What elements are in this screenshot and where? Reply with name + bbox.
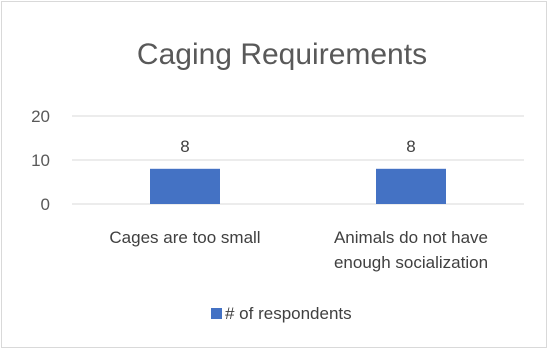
bar bbox=[376, 168, 446, 204]
legend: # of respondents bbox=[211, 304, 352, 323]
bar bbox=[150, 168, 220, 204]
x-category-label: Animals do not have bbox=[334, 228, 488, 247]
chart-title: Caging Requirements bbox=[137, 38, 427, 71]
y-tick-label: 0 bbox=[41, 195, 50, 214]
x-axis-categories: Cages are too small Animals do not have en… bbox=[109, 228, 488, 272]
x-category-label: Cages are too small bbox=[109, 228, 260, 247]
legend-swatch bbox=[211, 308, 222, 319]
x-category-label: enough socialization bbox=[334, 253, 488, 272]
y-axis-ticks: 0 10 20 bbox=[31, 107, 50, 214]
data-label: 8 bbox=[406, 137, 415, 156]
bars bbox=[150, 168, 446, 204]
data-label: 8 bbox=[180, 137, 189, 156]
y-tick-label: 10 bbox=[31, 151, 50, 170]
y-tick-label: 20 bbox=[31, 107, 50, 126]
legend-label: # of respondents bbox=[225, 304, 352, 323]
gridlines bbox=[72, 115, 524, 205]
